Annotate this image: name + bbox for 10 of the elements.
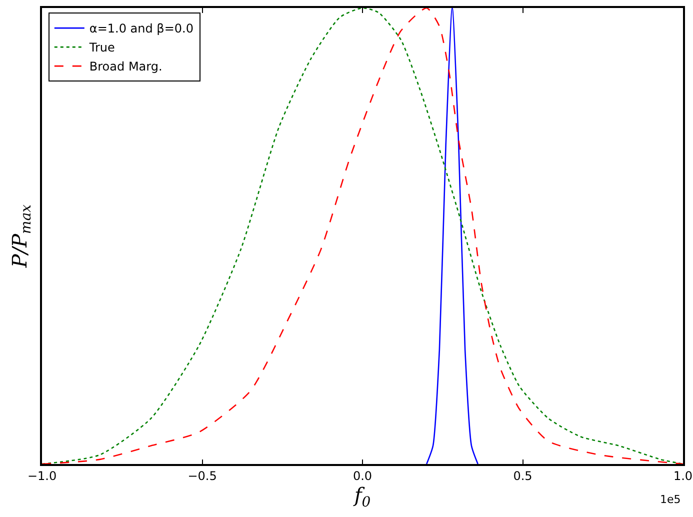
x-tick-label: −1.0 bbox=[27, 469, 57, 484]
legend-label: α=1.0 and β=0.0 bbox=[89, 22, 194, 36]
x-tick-label: 1.0 bbox=[673, 469, 693, 484]
x-tick-label: −0.5 bbox=[188, 469, 217, 484]
x-tick-label: 0.5 bbox=[513, 469, 532, 484]
x-tick-label: 0.0 bbox=[352, 469, 372, 484]
legend-label: True bbox=[88, 40, 115, 55]
x-axis-title: f$_{0}$ bbox=[352, 483, 371, 510]
text: 1e5 bbox=[660, 493, 681, 506]
legend-label: Broad Marg. bbox=[89, 60, 162, 74]
